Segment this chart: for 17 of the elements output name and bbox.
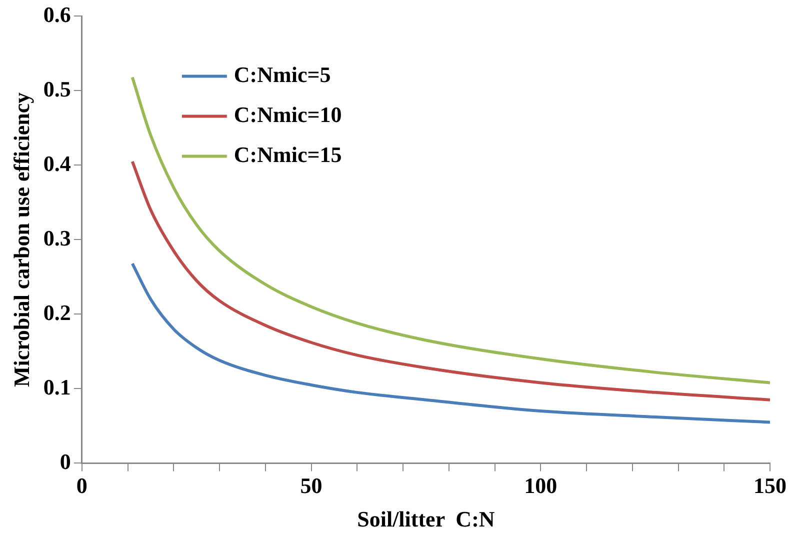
y-tick-label: 0.6 (43, 2, 71, 27)
legend-label: C:Nmic=15 (234, 142, 342, 167)
y-axis-title: Microbial carbon use efficiency (8, 92, 34, 388)
y-tick-label: 0 (60, 448, 71, 474)
x-axis-title: Soil/litter C:N (357, 506, 495, 532)
x-tick-label: 0 (76, 473, 88, 498)
y-tick-label: 0.4 (43, 150, 71, 176)
x-tick-label: 150 (754, 473, 786, 498)
line-series (130, 262, 770, 424)
legend-label: C:Nmic=10 (234, 102, 342, 127)
x-tick-label: 50 (300, 473, 322, 498)
y-tick-label: 0.1 (43, 374, 71, 400)
y-tick-label: 0.5 (43, 76, 71, 102)
x-tick-label: 100 (524, 473, 558, 498)
y-tick-label: 0.3 (43, 225, 71, 250)
y-tick-label: 0.2 (43, 300, 71, 325)
legend-label: C:Nmic=5 (234, 62, 331, 87)
